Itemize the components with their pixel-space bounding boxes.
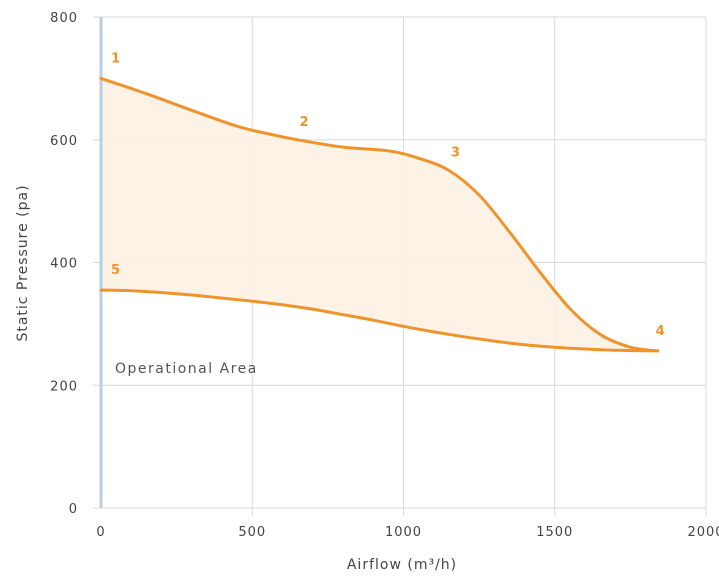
y-tick-label: 0 xyxy=(69,502,78,517)
point-label-5: 5 xyxy=(111,263,120,278)
operational-area-fill xyxy=(101,78,658,351)
point-labels: 1 2 3 4 5 xyxy=(111,51,665,339)
operational-area-label: Operational Area xyxy=(115,361,258,377)
x-tick-label: 1500 xyxy=(536,525,573,540)
axes xyxy=(93,17,706,509)
y-tick-labels: 0 200 400 600 800 xyxy=(50,11,78,517)
y-axis-title: Static Pressure (pa) xyxy=(15,184,31,341)
y-tick-label: 800 xyxy=(50,11,78,26)
x-tick-label: 500 xyxy=(238,525,266,540)
point-label-3: 3 xyxy=(451,145,460,160)
y-tick-label: 400 xyxy=(50,257,78,272)
point-label-2: 2 xyxy=(300,115,309,130)
x-axis-title: Airflow (m³/h) xyxy=(347,557,457,573)
upper-curve-line xyxy=(99,76,660,353)
y-tick-label: 200 xyxy=(50,379,78,394)
x-tick-label: 1000 xyxy=(385,525,422,540)
x-tick-label: 0 xyxy=(96,525,105,540)
point-label-1: 1 xyxy=(111,51,120,66)
y-tick-label: 600 xyxy=(50,134,78,149)
point-label-4: 4 xyxy=(656,324,665,339)
lower-curve-line xyxy=(99,288,660,353)
